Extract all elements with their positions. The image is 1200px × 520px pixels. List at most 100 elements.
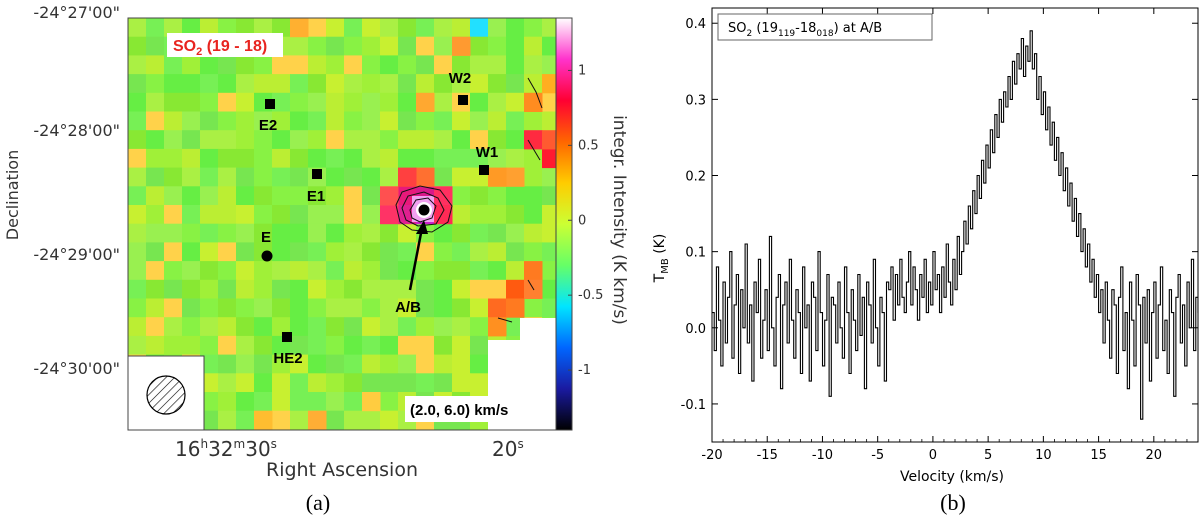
heatmap-cell	[236, 373, 255, 393]
heatmap-cell	[434, 111, 453, 131]
heatmap-cell	[380, 111, 399, 131]
map-ylabel: Declination	[3, 150, 22, 240]
heatmap-cell	[524, 242, 543, 262]
heatmap-cell	[434, 373, 453, 393]
source-label-he2: HE2	[273, 350, 302, 367]
heatmap-cell	[308, 74, 327, 94]
heatmap-cell	[434, 74, 453, 94]
x-tick-label: -10	[812, 448, 833, 463]
heatmap-cell	[200, 410, 219, 430]
heatmap-cell	[488, 74, 507, 94]
heatmap-cell	[362, 298, 381, 318]
heatmap-cell	[146, 186, 165, 206]
heatmap-cell	[182, 55, 201, 75]
heatmap-cell	[488, 223, 507, 243]
y-tick-label: 0.2	[685, 170, 706, 185]
heatmap-cell	[254, 373, 273, 393]
heatmap-cell	[470, 354, 489, 374]
heatmap-cell	[416, 298, 435, 318]
heatmap-cell	[272, 205, 291, 225]
heatmap-cell	[164, 279, 183, 299]
heatmap-cell	[542, 167, 556, 187]
heatmap-cell	[326, 55, 345, 75]
heatmap-cell	[164, 205, 183, 225]
heatmap-cell	[182, 74, 201, 94]
heatmap-cell	[218, 373, 237, 393]
colorbar-label: integr. Intensity (K km/s)	[609, 115, 629, 325]
heatmap-cell	[164, 317, 183, 337]
heatmap-cell	[236, 223, 255, 243]
heatmap-cell	[200, 74, 219, 94]
heatmap-cell	[506, 205, 525, 225]
spectrum-ticks: -20 -15 -10 -5 0 5 10 15 20 -0.1 0.0 0.1 0.2 0.3 0.4	[681, 8, 1199, 463]
heatmap-cell	[434, 130, 453, 150]
heatmap-cell	[452, 18, 471, 38]
heatmap-cell	[488, 148, 507, 169]
heatmap-cell	[398, 373, 417, 393]
y-tick-label: 0.1	[685, 246, 706, 261]
map-label-species: SO	[173, 38, 196, 55]
heatmap-cell	[182, 261, 201, 281]
heatmap-cell	[452, 130, 471, 150]
heatmap-cell	[272, 354, 291, 374]
caption-b: (b)	[940, 490, 966, 515]
heatmap-cell	[236, 186, 255, 206]
heatmap-cell	[344, 148, 363, 169]
heatmap-cell	[254, 205, 273, 225]
colorbar-tick-label: -0.5	[578, 288, 603, 303]
heatmap-cell	[452, 111, 471, 131]
heatmap-cell	[452, 167, 471, 187]
heatmap-cell	[182, 317, 201, 337]
heatmap-cell	[380, 261, 399, 281]
heatmap-cell	[290, 261, 309, 281]
heatmap-cell	[380, 317, 399, 337]
heatmap-cell	[128, 74, 147, 94]
heatmap-cell	[236, 92, 255, 112]
heatmap-cell	[470, 261, 489, 281]
heatmap-cell	[182, 167, 201, 187]
map-label: SO2 (19 - 18)	[167, 33, 283, 58]
heatmap-cell	[200, 335, 219, 356]
heatmap-cell	[254, 392, 273, 412]
heatmap-cell	[308, 279, 327, 299]
heatmap-cell	[236, 18, 255, 38]
sources: W2 E2 W1 E1 E A/B HE2	[259, 70, 498, 367]
heatmap-cell	[200, 130, 219, 150]
heatmap-cell	[290, 55, 309, 75]
x-tick-label: -20	[701, 448, 722, 463]
heatmap-cell	[434, 354, 453, 374]
heatmap-cell	[416, 111, 435, 131]
heatmap-cell	[164, 130, 183, 150]
heatmap-cell	[290, 130, 309, 150]
heatmap-cell	[272, 92, 291, 112]
heatmap-cell	[326, 242, 345, 262]
heatmap-cell	[308, 242, 327, 262]
heatmap-cell	[380, 410, 399, 430]
heatmap-cell	[416, 261, 435, 281]
heatmap-cell	[308, 354, 327, 374]
heatmap-cell	[254, 18, 273, 38]
heatmap-cell	[488, 92, 507, 112]
heatmap-cell	[146, 205, 165, 225]
heatmap-cell	[272, 18, 291, 38]
heatmap-cell	[218, 242, 237, 262]
panel-b: -20 -15 -10 -5 0 5 10 15 20 -0.1 0.0 0.1 0.2 0.3 0.4 S…	[652, 7, 1199, 515]
heatmap-cell	[380, 167, 399, 187]
heatmap-cell	[362, 74, 381, 94]
heatmap-cell	[146, 261, 165, 281]
heatmap-cell	[542, 130, 556, 150]
heatmap-cell	[452, 36, 471, 56]
heatmap-cell	[218, 186, 237, 206]
heatmap-cell	[434, 261, 453, 281]
heatmap-cell	[542, 36, 556, 56]
heatmap-cell	[254, 410, 273, 430]
heatmap-cell	[236, 242, 255, 262]
heatmap-cell	[398, 74, 417, 94]
ab-arrow	[408, 220, 428, 291]
heatmap-cell	[506, 111, 525, 131]
heatmap-cell	[200, 148, 219, 169]
heatmap-cell	[128, 18, 147, 38]
heatmap-cell	[236, 354, 255, 374]
dec-ticks: -24°27'00" -24°28'00" -24°29'00" -24°30'…	[33, 3, 120, 378]
heatmap-cell	[470, 373, 489, 393]
